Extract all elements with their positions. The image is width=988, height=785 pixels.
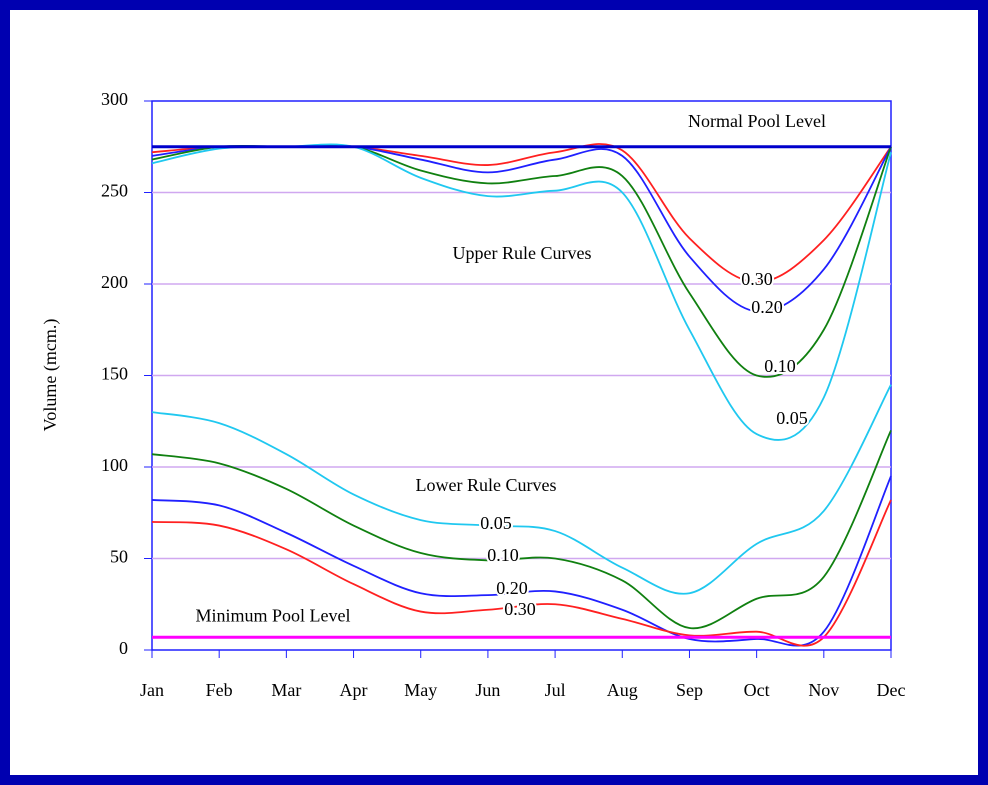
annotation: Lower Rule Curves [416, 475, 557, 495]
x-tick-label: Jun [475, 680, 500, 700]
series-line [151, 499, 892, 647]
x-tick-label: Apr [340, 680, 368, 700]
series-line [151, 475, 892, 647]
y-tick-label: 250 [101, 181, 128, 201]
y-axis-title: Volume (mcm.) [40, 319, 61, 432]
series-label: 0.05 [776, 408, 808, 428]
x-tick-label: Jan [140, 680, 164, 700]
x-tick-label: May [404, 680, 437, 700]
series-label: 0.20 [751, 297, 783, 317]
annotation: Upper Rule Curves [453, 243, 592, 263]
series-label: 0.20 [496, 578, 528, 598]
series-label: 0.30 [741, 269, 773, 289]
y-tick-label: 300 [101, 89, 128, 109]
y-tick-label: 100 [101, 455, 128, 475]
x-tick-label: Nov [808, 680, 839, 700]
x-tick-label: Dec [877, 680, 906, 700]
y-tick-label: 150 [101, 364, 128, 384]
series-label: 0.05 [480, 513, 512, 533]
x-tick-label: Mar [271, 680, 301, 700]
series-label: 0.10 [487, 545, 519, 565]
x-tick-label: Sep [676, 680, 703, 700]
x-tick-label: Oct [744, 680, 770, 700]
series-line [151, 384, 892, 595]
reference-label: Normal Pool Level [688, 111, 826, 131]
x-tick-label: Aug [607, 680, 638, 700]
series-label: 0.30 [504, 599, 536, 619]
x-tick-label: Feb [206, 680, 233, 700]
series-label: 0.10 [764, 356, 796, 376]
y-tick-label: 0 [119, 638, 128, 658]
series-line [151, 430, 892, 630]
y-tick-label: 50 [110, 547, 128, 567]
x-tick-label: Jul [545, 680, 566, 700]
y-tick-label: 200 [101, 272, 128, 292]
reference-label: Minimum Pool Level [196, 605, 351, 625]
